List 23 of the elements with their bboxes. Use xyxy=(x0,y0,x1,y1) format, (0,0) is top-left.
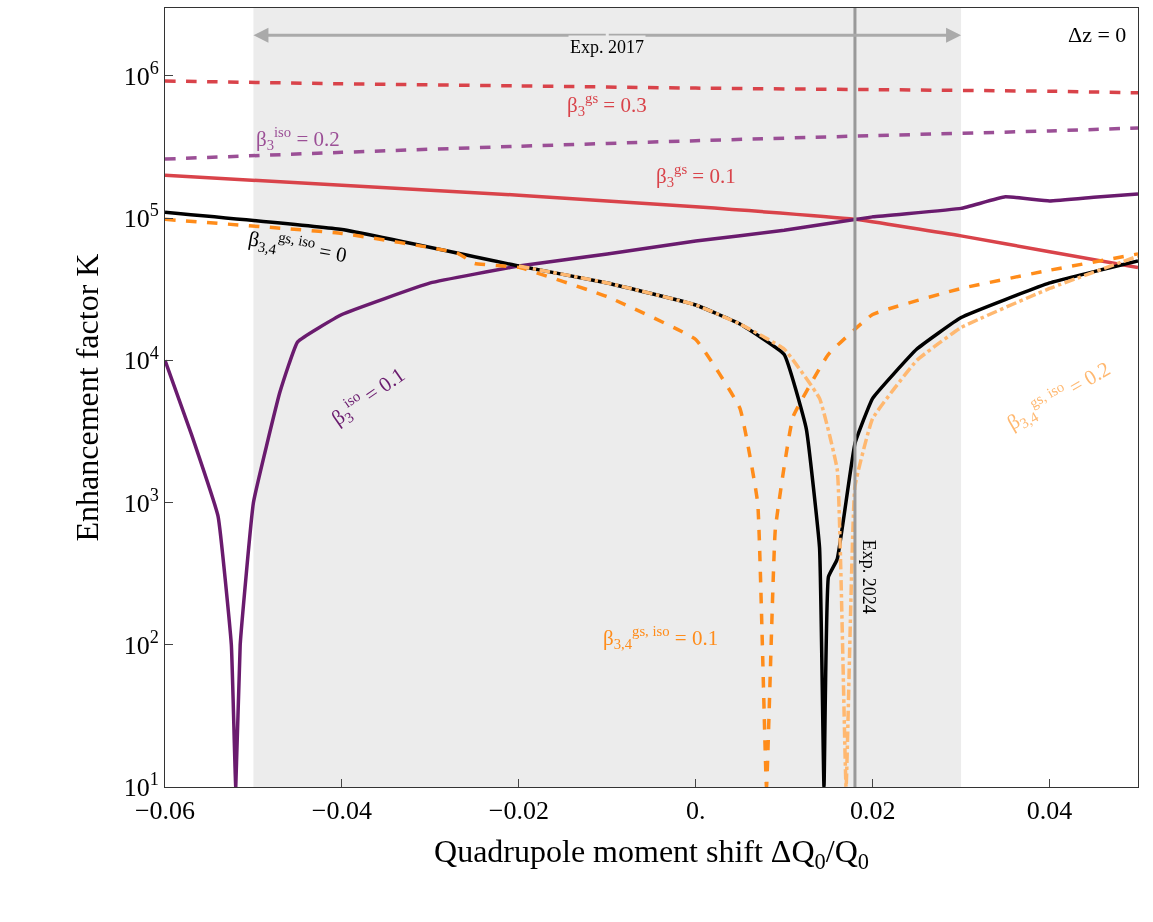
ref-line-label: Exp. 2024 xyxy=(858,539,879,614)
line-series xyxy=(165,79,1138,95)
y-tick-label: 10$^{4}$ xyxy=(123,342,159,376)
x-axis-title: Quadrupole moment shift ΔQ$_{0}$/Q$_{0}$ xyxy=(434,833,869,874)
x-tick-label: 0.04 xyxy=(1026,796,1073,826)
series-label: β$_{3}$$^{gs}$ = 0.1 xyxy=(656,161,736,191)
y-tick-label: 10$^{5}$ xyxy=(123,200,159,234)
x-tick-label: −0.04 xyxy=(311,796,372,826)
series-label: β$_{3}$$^{iso}$ = 0.2 xyxy=(256,124,340,154)
x-tick-label: −0.02 xyxy=(488,796,549,826)
series-label: β$_{3}$$^{gs}$ = 0.3 xyxy=(567,90,647,120)
annotation: Δz = 0 xyxy=(1068,22,1127,47)
x-tick-label: 0.02 xyxy=(849,796,896,826)
text: β$_{3,4}$$^{gs, iso}$ = 0.1 xyxy=(603,623,719,653)
line-series xyxy=(165,126,1138,161)
x-tick-label: 0. xyxy=(685,796,706,826)
text: β$_{3,4}$$^{gs, iso}$ = 0 xyxy=(246,223,350,270)
y-tick-label: 10$^{6}$ xyxy=(123,58,159,91)
y-axis-title: Enhancement factor K xyxy=(69,253,106,542)
y-tick-label: 10$^{2}$ xyxy=(123,626,159,660)
line-series xyxy=(517,254,1138,787)
band-label: Exp. 2017 xyxy=(570,37,644,57)
y-tick-label: 10$^{3}$ xyxy=(123,484,159,518)
